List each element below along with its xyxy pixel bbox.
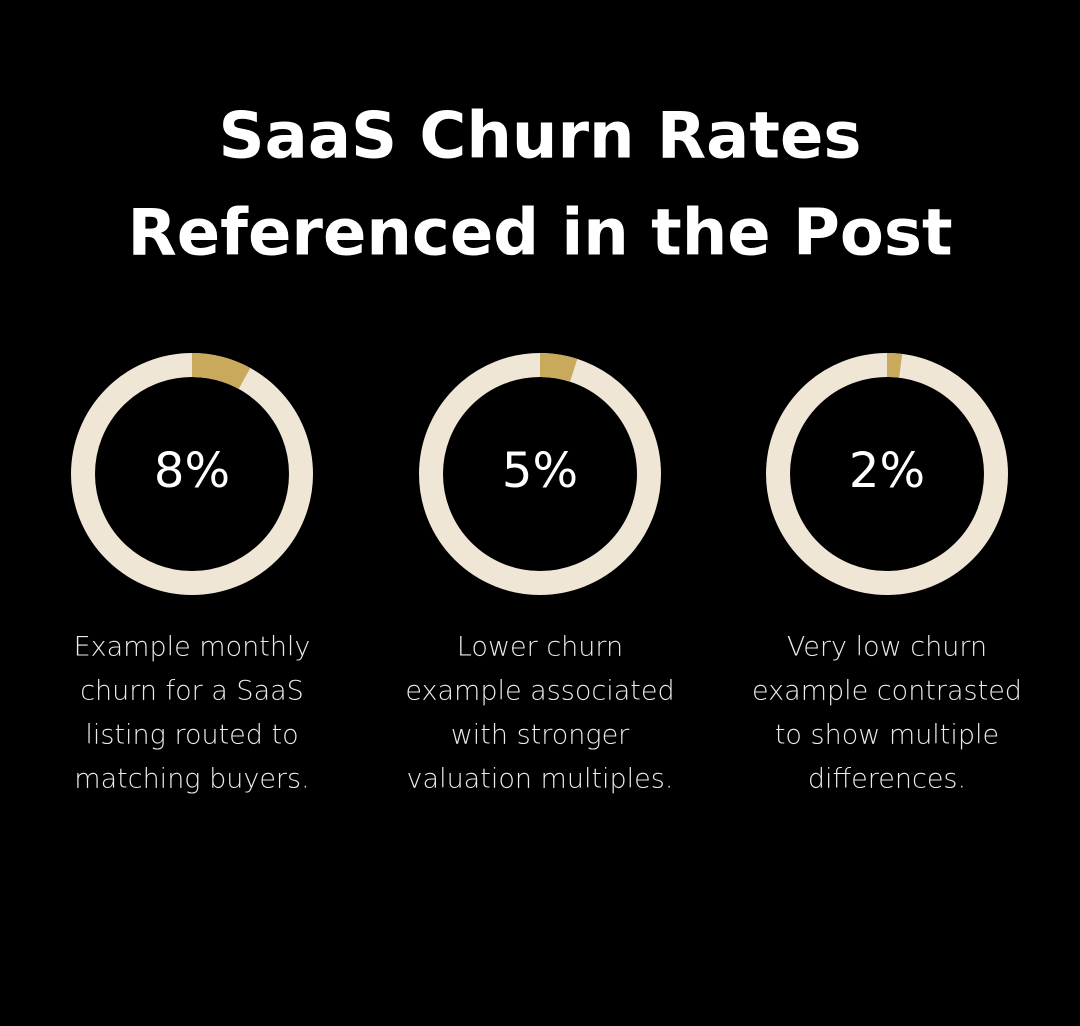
center-value-label: 5%: [502, 443, 578, 499]
caption-line: matching buyers.: [74, 764, 309, 795]
donut-segment: [191, 353, 251, 390]
caption-line: Example monthly: [74, 632, 311, 663]
caption-line: churn for a SaaS: [80, 676, 304, 707]
caption-line: with stronger: [451, 720, 630, 751]
caption-line: example contrasted: [752, 676, 1022, 707]
title-line: Referenced in the Post: [127, 197, 952, 271]
title-line: SaaS Churn Rates: [219, 100, 862, 174]
caption-line: example associated: [405, 676, 674, 707]
caption-line: listing routed to: [85, 720, 298, 751]
caption-line: differences.: [808, 764, 966, 795]
center-value-label: 8%: [154, 443, 230, 499]
center-value-label: 2%: [849, 443, 925, 499]
caption-line: Very low churn: [787, 632, 987, 663]
caption-line: valuation multiples.: [407, 764, 674, 795]
donut-segment: [539, 353, 578, 382]
caption-line: Lower churn: [457, 632, 623, 663]
caption-line: to show multiple: [775, 720, 999, 751]
donut-segment: [886, 353, 903, 378]
